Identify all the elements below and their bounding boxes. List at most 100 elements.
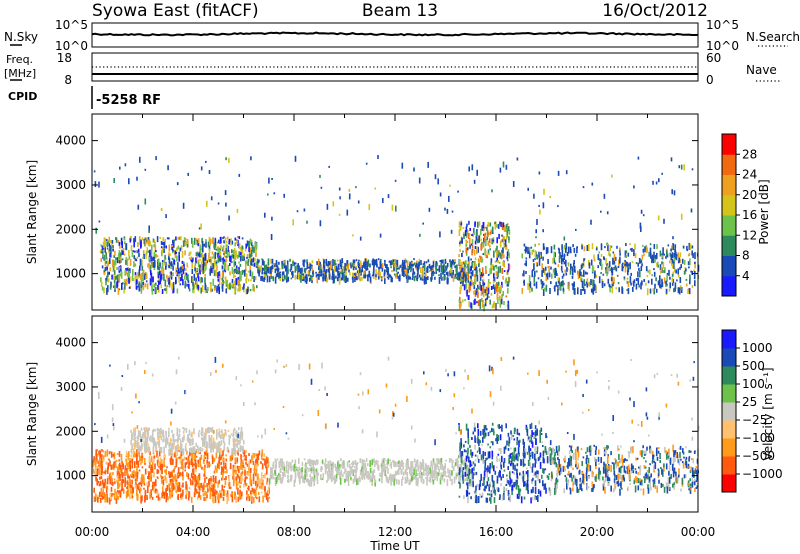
- heatmap-cell: [607, 278, 610, 284]
- heatmap-cell: [231, 254, 234, 258]
- heatmap-cell: [473, 285, 476, 290]
- heatmap-cell: [472, 479, 474, 485]
- heatmap-cell: [461, 237, 463, 244]
- heatmap-cell: [254, 242, 257, 248]
- heatmap-cell: [199, 457, 201, 463]
- heatmap-cell: [190, 458, 193, 466]
- heatmap-cell: [276, 273, 279, 277]
- heatmap-cell: [264, 495, 266, 498]
- heatmap-cell: [539, 452, 542, 458]
- heatmap-cell: [430, 469, 433, 472]
- heatmap-cell: [347, 470, 350, 474]
- heatmap-cell: [218, 431, 220, 438]
- heatmap-cell: [465, 272, 468, 276]
- heatmap-cell: [141, 433, 144, 441]
- heatmap-cell: [459, 482, 461, 489]
- heatmap-cell: [435, 463, 437, 469]
- heatmap-cell: [378, 478, 381, 482]
- heatmap-cell: [309, 458, 311, 462]
- heatmap-cell: [381, 466, 383, 473]
- heatmap-cell: [134, 272, 137, 276]
- heatmap-cell: [245, 483, 248, 487]
- heatmap-cell: [472, 282, 475, 286]
- heatmap-cell: [221, 477, 223, 481]
- heatmap-cell: [470, 449, 472, 456]
- heatmap-cell: [181, 459, 184, 462]
- heatmap-cell: [204, 438, 206, 446]
- heatmap-cell: [331, 466, 334, 473]
- heatmap-cell: [333, 265, 336, 273]
- heatmap-cell: [141, 455, 143, 462]
- heatmap-cell: [603, 257, 606, 260]
- heatmap-cell: [499, 265, 502, 273]
- heatmap-cell: [642, 214, 645, 217]
- heatmap-cell: [426, 267, 428, 273]
- heatmap-cell: [318, 267, 320, 271]
- heatmap-cell: [278, 272, 280, 278]
- heatmap-cell: [454, 273, 457, 277]
- heatmap-cell: [186, 262, 188, 266]
- heatmap-cell: [252, 284, 254, 292]
- heatmap-cell: [220, 237, 222, 244]
- heatmap-cell: [301, 275, 304, 280]
- heatmap-cell: [113, 270, 116, 276]
- heatmap-cell: [344, 469, 346, 474]
- heatmap-cell: [120, 468, 123, 475]
- heatmap-cell: [154, 256, 156, 259]
- heatmap-cell: [384, 260, 386, 263]
- heatmap-cell: [472, 232, 474, 237]
- heatmap-cell: [128, 255, 131, 260]
- heatmap-cell: [557, 284, 559, 288]
- heatmap-cell: [162, 429, 164, 437]
- heatmap-cell: [200, 432, 203, 435]
- heatmap-cell: [213, 492, 215, 496]
- heatmap-cell: [504, 239, 507, 247]
- heatmap-cell: [467, 256, 470, 262]
- heatmap-cell: [459, 446, 461, 454]
- heatmap-cell: [547, 266, 549, 269]
- heatmap-cell: [550, 266, 552, 270]
- heatmap-cell: [692, 253, 694, 259]
- heatmap-cell: [350, 477, 352, 480]
- heatmap-cell: [141, 495, 143, 502]
- heatmap-cell: [418, 274, 421, 278]
- heatmap-cell: [432, 270, 434, 274]
- heatmap-cell: [176, 182, 179, 186]
- heatmap-cell: [157, 272, 160, 279]
- heatmap-cell: [391, 204, 394, 211]
- heatmap-cell: [200, 287, 202, 294]
- heatmap-cell: [137, 484, 140, 487]
- heatmap-cell: [488, 232, 490, 236]
- heatmap-cell: [543, 287, 546, 291]
- heatmap-cell: [302, 277, 305, 282]
- heatmap-cell: [128, 286, 131, 289]
- heatmap-cell: [403, 260, 406, 267]
- heatmap-cell: [231, 278, 234, 283]
- heatmap-cell: [438, 265, 441, 273]
- heatmap-cell: [173, 468, 175, 473]
- heatmap-cell: [138, 285, 141, 292]
- heatmap-cell: [263, 475, 265, 478]
- heatmap-cell: [182, 475, 184, 481]
- heatmap-cell: [152, 238, 155, 243]
- heatmap-cell: [257, 479, 259, 484]
- heatmap-cell: [269, 473, 272, 480]
- heatmap-cell: [447, 271, 449, 277]
- heatmap-cell: [221, 466, 223, 474]
- heatmap-cell: [116, 467, 119, 473]
- heatmap-cell: [398, 479, 400, 485]
- heatmap-cell: [215, 452, 218, 459]
- heatmap-cell: [238, 243, 241, 250]
- heatmap-cell: [417, 267, 419, 275]
- heatmap-cell: [182, 430, 185, 434]
- heatmap-cell: [474, 240, 477, 245]
- heatmap-cell: [304, 464, 306, 468]
- heatmap-cell: [483, 479, 485, 485]
- heatmap-cell: [240, 246, 242, 253]
- velocity-heatmap: [92, 356, 700, 505]
- heatmap-cell: [656, 261, 659, 266]
- heatmap-cell: [206, 486, 209, 489]
- heatmap-cell: [671, 189, 673, 195]
- heatmap-cell: [321, 273, 323, 276]
- heatmap-cell: [100, 249, 103, 253]
